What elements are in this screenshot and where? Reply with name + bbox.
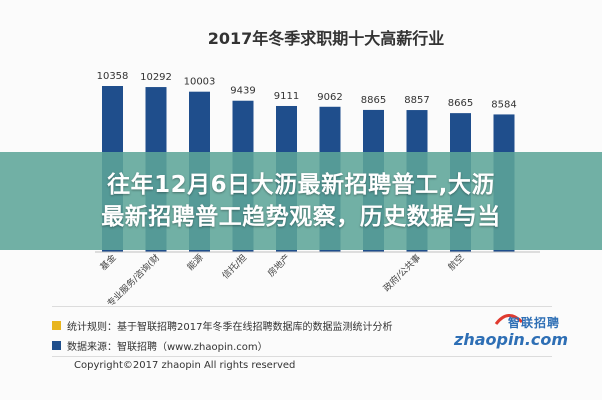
category-label-9: 航空	[445, 252, 466, 273]
logo-en-text: zhaopin.com	[454, 330, 569, 349]
logo-cn-text: 智联招聘	[507, 316, 560, 330]
headline-line-2: 最新招聘普工趋势观察，历史数据与当	[101, 204, 501, 230]
bar-value-label-4: 9439	[230, 86, 255, 97]
headline-line-1: 往年12月6日大沥最新招聘普工,大沥	[107, 172, 495, 198]
bar-value-label-2: 10292	[140, 72, 172, 83]
headline-banner: 往年12月6日大沥最新招聘普工,大沥 最新招聘普工趋势观察，历史数据与当	[0, 152, 602, 250]
category-label-3: 能源	[184, 252, 205, 273]
bar-value-label-3: 10003	[184, 77, 216, 88]
legend-bullet-gold	[52, 320, 61, 330]
copyright-text: Copyright©2017 zhaopin All rights reserv…	[74, 360, 296, 371]
bar-value-label-6: 9062	[317, 92, 342, 103]
category-label-1: 基金	[97, 252, 118, 273]
bar-value-label-7: 8865	[361, 95, 386, 106]
legend-source-text: 数据来源：智联招聘（www.zhaopin.com）	[67, 341, 268, 353]
legend-rule-text: 统计规则：基于智联招聘2017年冬季在线招聘数据库的数据监测统计分析	[67, 321, 393, 333]
legend-item-rule: 统计规则：基于智联招聘2017年冬季在线招聘数据库的数据监测统计分析	[52, 317, 392, 333]
legend-item-source: 数据来源：智联招聘（www.zhaopin.com）	[52, 337, 268, 353]
category-label-8: 政府/公共事	[381, 252, 423, 294]
category-label-4: 信托/担	[219, 252, 249, 282]
bar-value-label-1: 10358	[97, 71, 129, 82]
logo-swoosh-icon	[494, 314, 524, 325]
category-label-5: 房地产	[265, 252, 293, 280]
legend-bullet-blue	[52, 340, 61, 350]
divider-top	[52, 306, 552, 307]
divider-bottom	[52, 356, 552, 357]
bar-value-label-9: 8665	[448, 98, 473, 109]
bar-value-label-5: 9111	[274, 91, 299, 102]
bar-value-label-8: 8857	[404, 95, 429, 106]
chart-title: 2017年冬季求职期十大高薪行业	[208, 29, 445, 48]
bar-value-label-10: 8584	[491, 99, 516, 110]
zhaopin-logo: 智联招聘 zhaopin.com	[454, 312, 568, 354]
